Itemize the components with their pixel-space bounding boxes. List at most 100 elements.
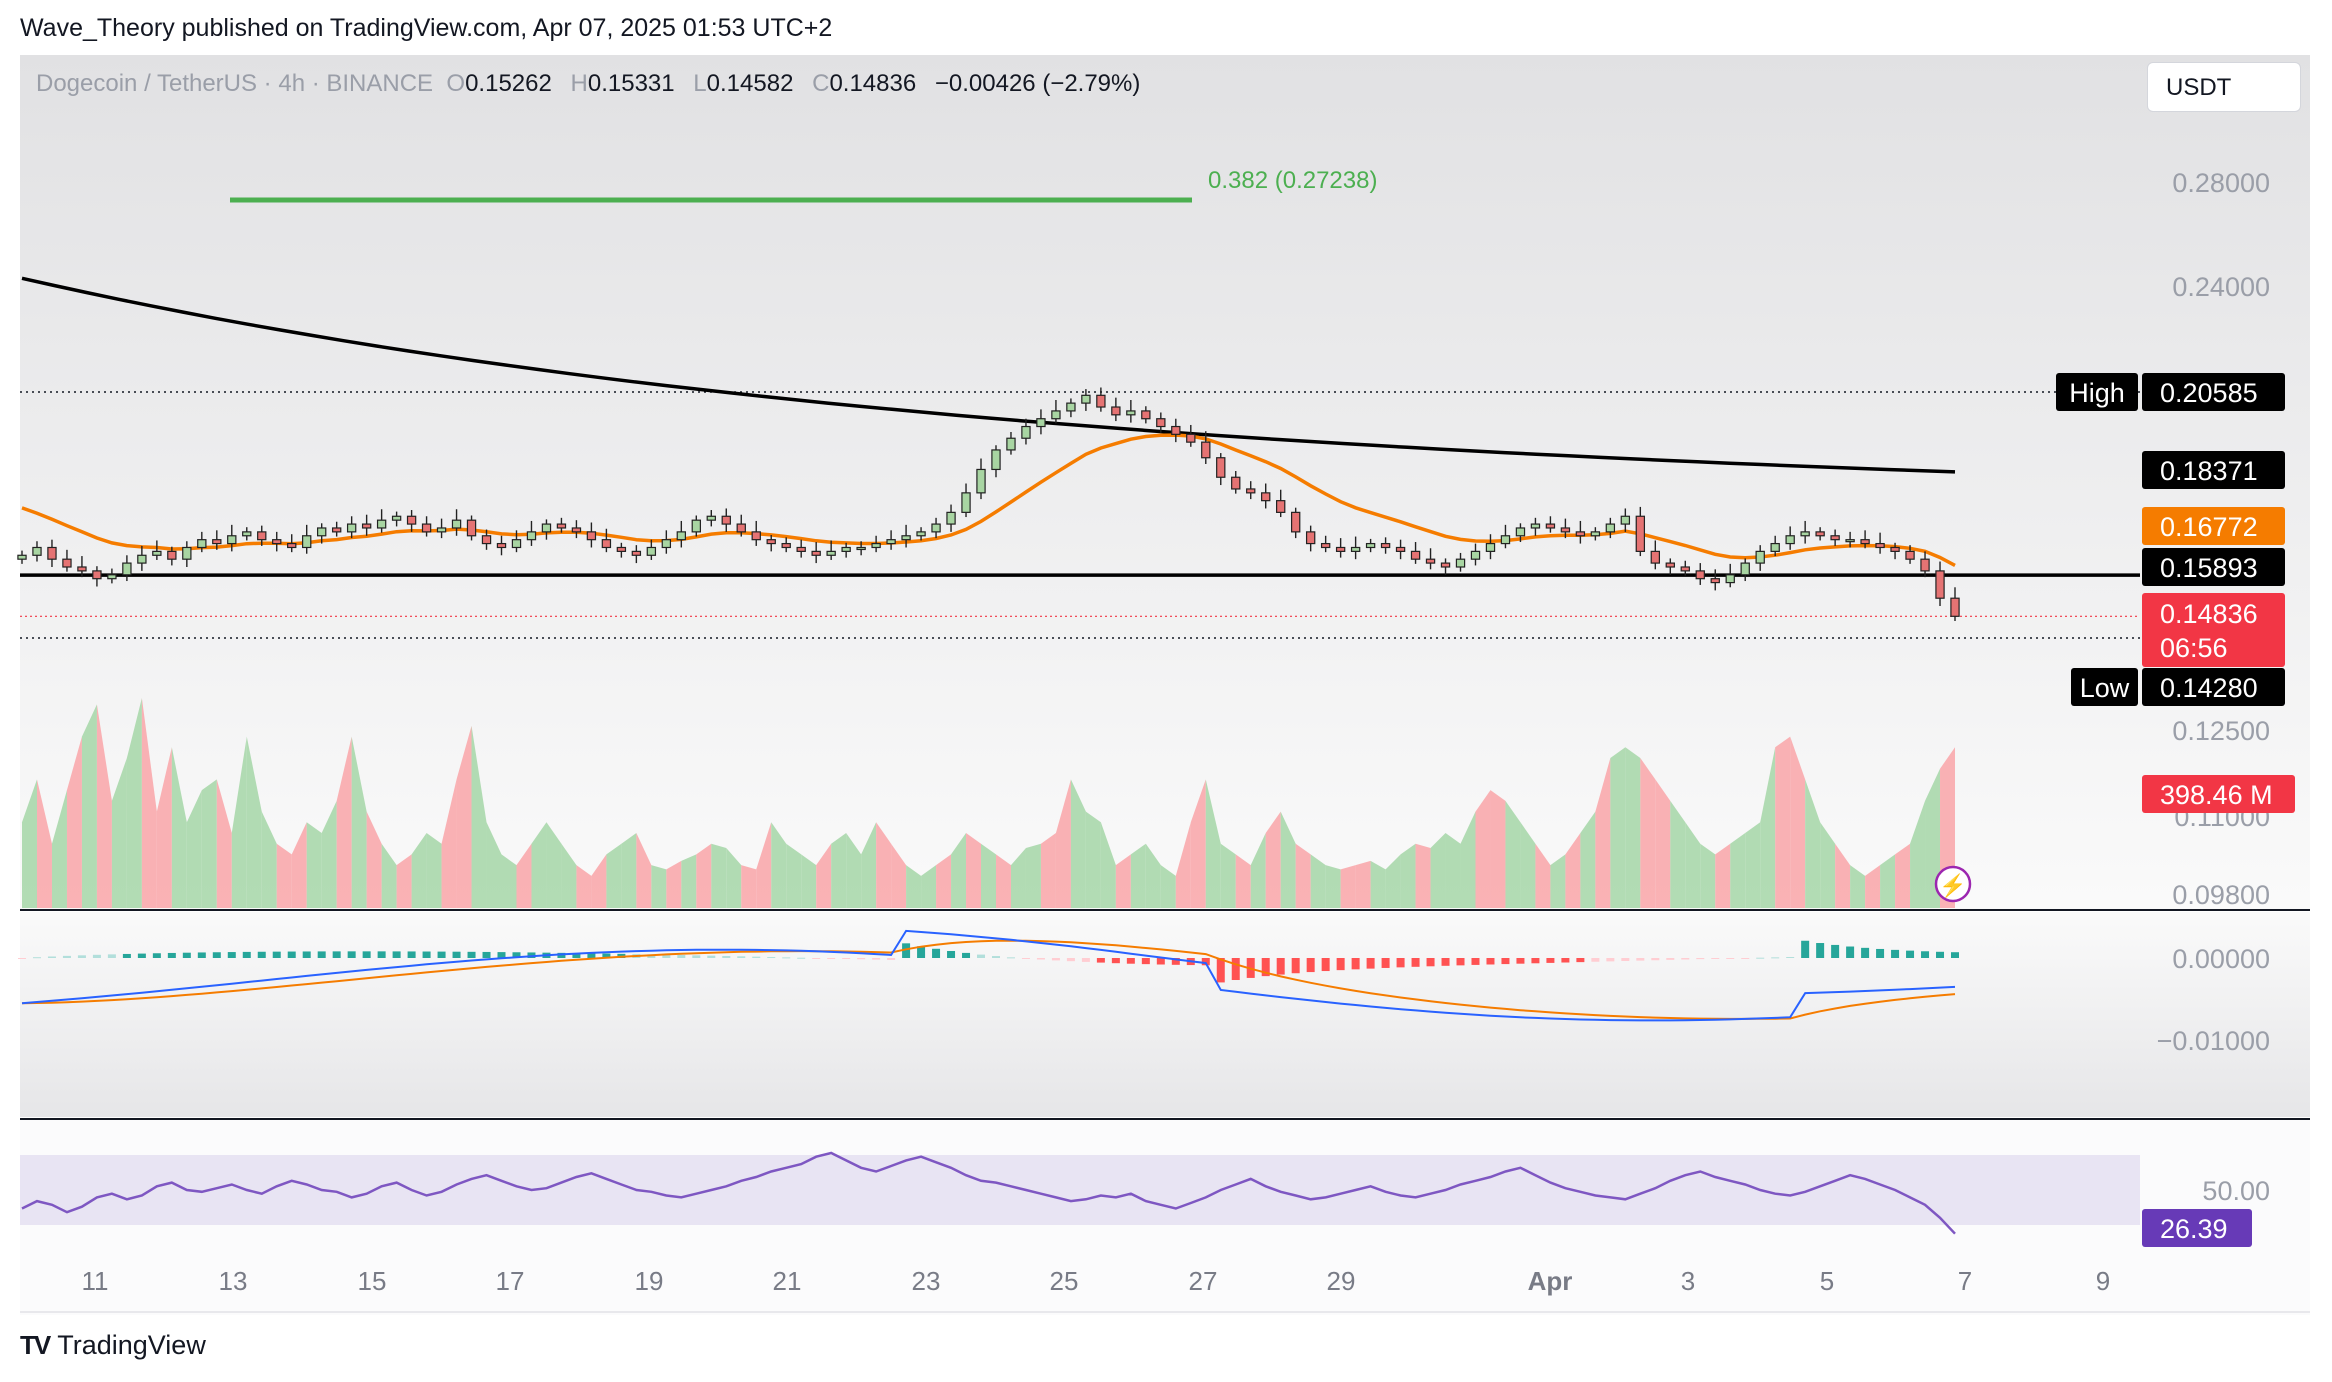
candle-body [152, 550, 162, 556]
candle-body [736, 523, 746, 533]
volume-segment [1535, 843, 1551, 908]
rsi-value: 26.39 [2160, 1214, 2228, 1244]
macd-histogram-bar [662, 954, 671, 958]
macd-histogram-bar [1171, 958, 1180, 965]
candle-body [976, 468, 986, 494]
x-tick-label: 29 [1327, 1266, 1356, 1296]
candle-body [1455, 558, 1466, 568]
volume-segment [1460, 811, 1476, 908]
volume-value: 398.46 M [2160, 780, 2273, 810]
candle-body [961, 492, 971, 513]
countdown-value: 06:56 [2160, 633, 2228, 663]
candle-body [1276, 500, 1286, 513]
macd-histogram-bar [482, 951, 491, 958]
macd-histogram-bar [842, 958, 851, 959]
volume-segment [22, 779, 37, 908]
volume-segment [576, 865, 592, 908]
macd-histogram-bar [737, 956, 746, 958]
macd-histogram-bar [1396, 958, 1405, 968]
symbol-name[interactable]: Dogecoin / TetherUS · 4h · BINANCE [36, 70, 434, 97]
volume-segment [1130, 843, 1146, 908]
axes: 11 13 15 17 19 21 23 25 27 29 Apr 3 5 7 9 0.28000 0.2400… [82, 168, 2271, 1296]
candle-body [946, 511, 956, 525]
macd-histogram-bar [887, 958, 896, 960]
price-tag [2142, 507, 2285, 545]
volume-segment [246, 736, 262, 908]
candle-body [1395, 546, 1406, 552]
candle-body [62, 558, 72, 568]
volume-segment [906, 865, 922, 908]
volume-segment [1820, 822, 1836, 908]
candle-body [1740, 562, 1750, 576]
volume-segment [1625, 747, 1641, 908]
macd-histogram-bar [1051, 958, 1060, 961]
volume-segment [1790, 736, 1806, 908]
macd-histogram-bar [122, 953, 131, 958]
candle-body [17, 554, 27, 560]
volume-segment [756, 822, 772, 908]
volume-segment [561, 843, 577, 908]
macd-histogram-bar [92, 954, 101, 958]
candle-body [1440, 562, 1451, 568]
candle-body [421, 523, 432, 533]
volume-segment [501, 854, 517, 908]
symbol-info-bar: Dogecoin / TetherUS · 4h · BINANCE O0.15… [36, 70, 1152, 98]
open-key: O [446, 70, 466, 97]
macd-histogram-bar [1336, 958, 1345, 971]
ema-black-line [21, 276, 1956, 474]
macd-histogram-bar [962, 952, 971, 958]
macd-histogram-bar [317, 951, 326, 958]
macd-histogram-bar [797, 957, 806, 959]
price-tag-value: 0.20585 [2160, 378, 2258, 408]
macd-histogram-bar [1846, 946, 1855, 958]
volume-segment [261, 811, 277, 908]
macd-histogram-bar [77, 955, 86, 958]
macd-histogram-bar [1621, 958, 1630, 961]
candle-body [1650, 550, 1660, 564]
volume-segment [156, 747, 172, 908]
candle-body [1231, 476, 1241, 490]
candle-body [481, 535, 492, 545]
candle-body [287, 542, 297, 549]
macd-histogram-bar [212, 952, 221, 958]
candle-body [1081, 394, 1091, 404]
volume-segment [201, 779, 217, 908]
price-labels: 0.20585 High 0.18371 0.16772 0.15893 0.14836 0… [2056, 373, 2295, 1247]
x-tick-label: 19 [635, 1266, 664, 1296]
candle-body [496, 542, 507, 549]
volume-segment [1910, 800, 1926, 908]
x-tick-label: 23 [912, 1266, 941, 1296]
candle-body [901, 535, 911, 541]
volume-segment [861, 822, 877, 908]
x-tick-label: 11 [82, 1266, 109, 1296]
macd-histogram-bar [1366, 958, 1375, 969]
price-tag-name-bg [2056, 373, 2138, 411]
currency-unit-button[interactable]: USDT [2147, 62, 2301, 112]
price-tag [2142, 373, 2285, 411]
volume-segment [1340, 865, 1356, 908]
candle-body [1560, 527, 1571, 533]
volume-segment [696, 843, 712, 908]
candle-body [197, 539, 207, 549]
candle-body [571, 527, 582, 533]
macd-histogram-bar [1801, 940, 1810, 958]
macd-histogram-bar [1231, 958, 1240, 981]
volume-segment [636, 833, 652, 908]
volume-segment [96, 704, 112, 908]
y-tick-label: 0.00000 [2172, 944, 2270, 974]
candle-body [856, 546, 866, 551]
volume-segment [1355, 860, 1371, 908]
close-key: C [812, 70, 830, 97]
x-tick-label: 3 [1681, 1266, 1695, 1296]
volume-segment [1145, 843, 1161, 908]
candle-body [212, 539, 222, 545]
volume-segment [1400, 843, 1416, 908]
macd-histogram-bar [1786, 957, 1795, 959]
macd-histogram-bar [812, 958, 821, 959]
volume-segment [786, 843, 802, 908]
macd-histogram-bar [467, 951, 476, 958]
x-tick-label: 7 [1958, 1266, 1972, 1296]
price-tag-name: High [2069, 378, 2125, 408]
volume-segment [1565, 833, 1581, 908]
